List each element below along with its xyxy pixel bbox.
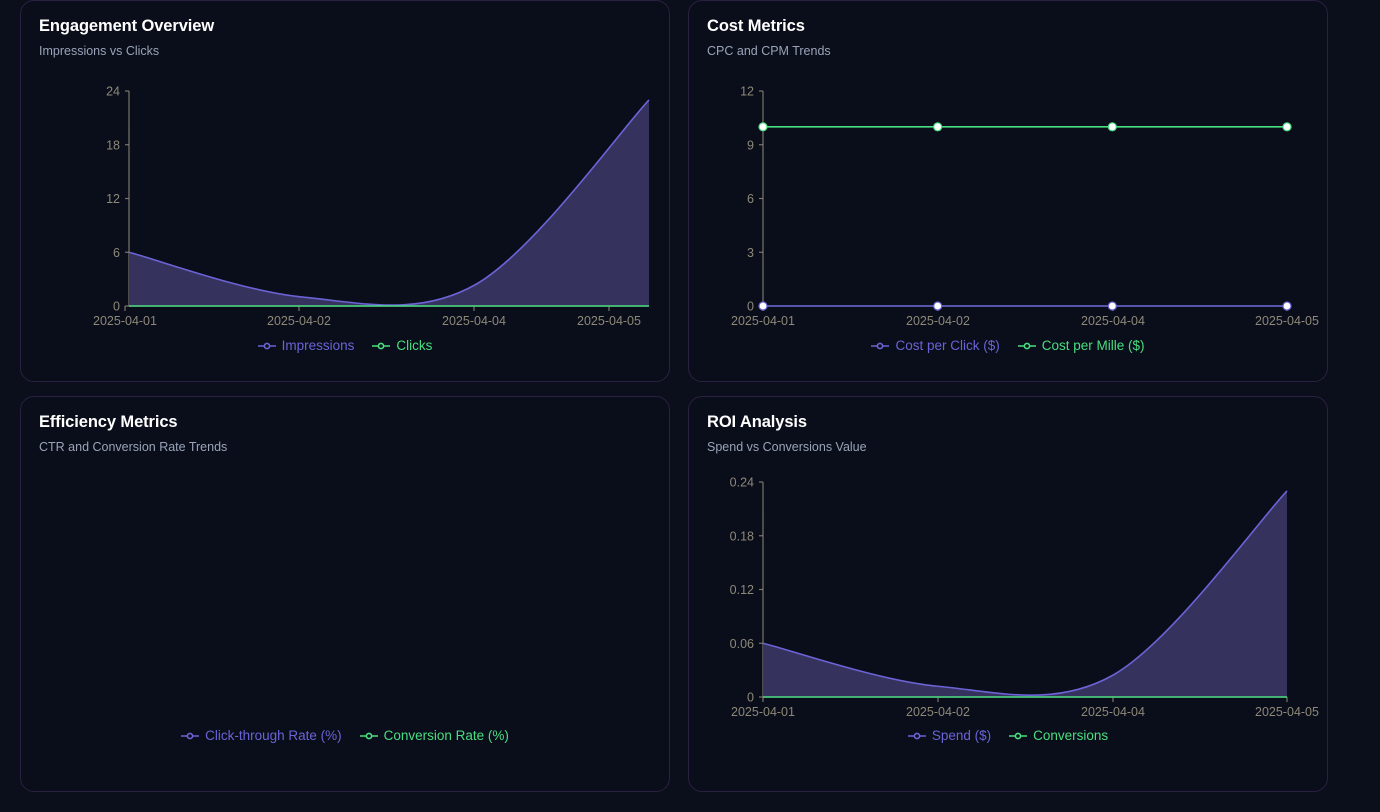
legend-item[interactable]: Impressions — [257, 338, 355, 353]
y-axis-tick-label: 0.24 — [730, 476, 754, 490]
chart-legend: Spend ($) Conversions — [689, 728, 1327, 743]
data-point-marker[interactable] — [933, 122, 943, 132]
data-point-marker[interactable] — [1107, 122, 1117, 132]
legend-item[interactable]: Cost per Click ($) — [871, 338, 1000, 353]
legend-item[interactable]: Conversion Rate (%) — [359, 728, 509, 743]
legend-marker-icon — [257, 342, 276, 349]
x-axis-tick-label: 2025-04-02 — [906, 314, 970, 328]
legend-item[interactable]: Conversions — [1009, 728, 1108, 743]
x-axis-tick-label: 2025-04-04 — [442, 314, 506, 328]
legend-label: Cost per Mille ($) — [1041, 338, 1145, 353]
card-subtitle: Impressions vs Clicks — [39, 44, 160, 58]
legend-label: Click-through Rate (%) — [205, 728, 342, 743]
card-cost-metrics: Cost Metrics CPC and CPM Trends 0 3 6 9 12 20… — [688, 0, 1328, 382]
y-axis-tick-label: 0.18 — [730, 529, 754, 543]
data-point-marker[interactable] — [1107, 301, 1117, 311]
data-point-marker[interactable] — [758, 301, 768, 311]
legend-label: Impressions — [281, 338, 355, 353]
chart-svg: 0 3 6 9 12 2025-04-01 2025-04-02 2025-04-04 2025… — [731, 85, 1319, 329]
plot-area-roi-analysis: 0 0.06 0.12 0.18 0.24 2025-04-01 2025-04-02 202… — [689, 397, 1327, 791]
card-subtitle: CPC and CPM Trends — [707, 44, 831, 58]
legend-marker-icon — [907, 732, 926, 739]
y-axis-tick-label: 6 — [747, 192, 754, 206]
data-point-marker[interactable] — [1282, 122, 1292, 132]
legend-item[interactable]: Click-through Rate (%) — [181, 728, 342, 743]
y-axis-tick-label: 0 — [113, 300, 120, 314]
x-axis-tick-label: 2025-04-02 — [906, 705, 970, 719]
card-engagement-overview: Engagement Overview Impressions vs Click… — [20, 0, 670, 382]
y-axis-tick-label: 12 — [106, 192, 120, 206]
y-axis-tick-label: 24 — [106, 85, 120, 99]
legend-item[interactable]: Cost per Mille ($) — [1017, 338, 1145, 353]
legend-marker-icon — [372, 342, 391, 349]
x-axis-tick-label: 2025-04-05 — [577, 314, 641, 328]
y-axis-tick-label: 0.06 — [730, 637, 754, 651]
card-title: ROI Analysis — [707, 413, 807, 431]
data-point-marker[interactable] — [933, 301, 943, 311]
card-efficiency-metrics: Efficiency Metrics CTR and Conversion Ra… — [20, 396, 670, 792]
x-axis-tick-label: 2025-04-04 — [1081, 705, 1145, 719]
chart-legend: Cost per Click ($) Cost per Mille ($) — [689, 338, 1327, 353]
card-roi-analysis: ROI Analysis Spend vs Conversions Value … — [688, 396, 1328, 792]
data-point-marker[interactable] — [758, 122, 768, 132]
y-axis-tick-label: 18 — [106, 138, 120, 152]
x-axis-tick-label: 2025-04-05 — [1255, 705, 1319, 719]
legend-label: Clicks — [396, 338, 433, 353]
plot-area-cost-metrics: 0 3 6 9 12 2025-04-01 2025-04-02 2025-04-04 2025… — [689, 1, 1327, 381]
legend-item[interactable]: Clicks — [372, 338, 432, 353]
chart-svg: 0 0.06 0.12 0.18 0.24 2025-04-01 2025-04-02 202… — [730, 476, 1319, 720]
card-subtitle: CTR and Conversion Rate Trends — [39, 440, 228, 454]
series-area-impressions — [129, 99, 649, 306]
y-axis-tick-label: 12 — [740, 85, 754, 99]
legend-label: Conversion Rate (%) — [383, 728, 509, 743]
y-axis-tick-label: 0.12 — [730, 583, 754, 597]
legend-marker-icon — [181, 732, 200, 739]
legend-marker-icon — [1017, 342, 1036, 349]
chart-legend: Impressions Clicks — [21, 338, 669, 353]
y-axis-tick-label: 3 — [747, 246, 754, 260]
legend-marker-icon — [871, 342, 890, 349]
data-point-marker[interactable] — [1282, 301, 1292, 311]
x-axis-tick-label: 2025-04-01 — [93, 314, 157, 328]
x-axis-tick-label: 2025-04-02 — [267, 314, 331, 328]
card-title: Engagement Overview — [39, 17, 215, 35]
y-axis-tick-label: 6 — [113, 246, 120, 260]
series-line-spend — [762, 490, 1288, 696]
legend-label: Conversions — [1033, 728, 1109, 743]
chart-legend: Click-through Rate (%) Conversion Rate (%… — [21, 728, 669, 743]
x-axis-tick-label: 2025-04-01 — [731, 314, 795, 328]
legend-item[interactable]: Spend ($) — [907, 728, 992, 743]
y-axis-tick-label: 9 — [747, 138, 754, 152]
legend-label: Cost per Click ($) — [895, 338, 1000, 353]
legend-label: Spend ($) — [931, 728, 992, 743]
card-subtitle: Spend vs Conversions Value — [707, 440, 867, 454]
card-title: Cost Metrics — [707, 17, 805, 35]
y-axis-tick-label: 0 — [747, 691, 754, 705]
series-area-spend — [763, 490, 1287, 697]
card-title: Efficiency Metrics — [39, 413, 178, 431]
plot-area-engagement-overview: 0 6 12 18 24 2025-04-01 2025-04-02 2025-04-04 20… — [21, 1, 669, 381]
x-axis-tick-label: 2025-04-05 — [1255, 314, 1319, 328]
x-axis-tick-label: 2025-04-01 — [731, 705, 795, 719]
x-axis-tick-label: 2025-04-04 — [1081, 314, 1145, 328]
y-axis-tick-label: 0 — [747, 300, 754, 314]
chart-svg: 0 6 12 18 24 2025-04-01 2025-04-02 2025-04-04 20… — [93, 85, 650, 328]
legend-marker-icon — [359, 732, 378, 739]
legend-marker-icon — [1009, 732, 1028, 739]
series-line-impressions — [128, 99, 650, 306]
